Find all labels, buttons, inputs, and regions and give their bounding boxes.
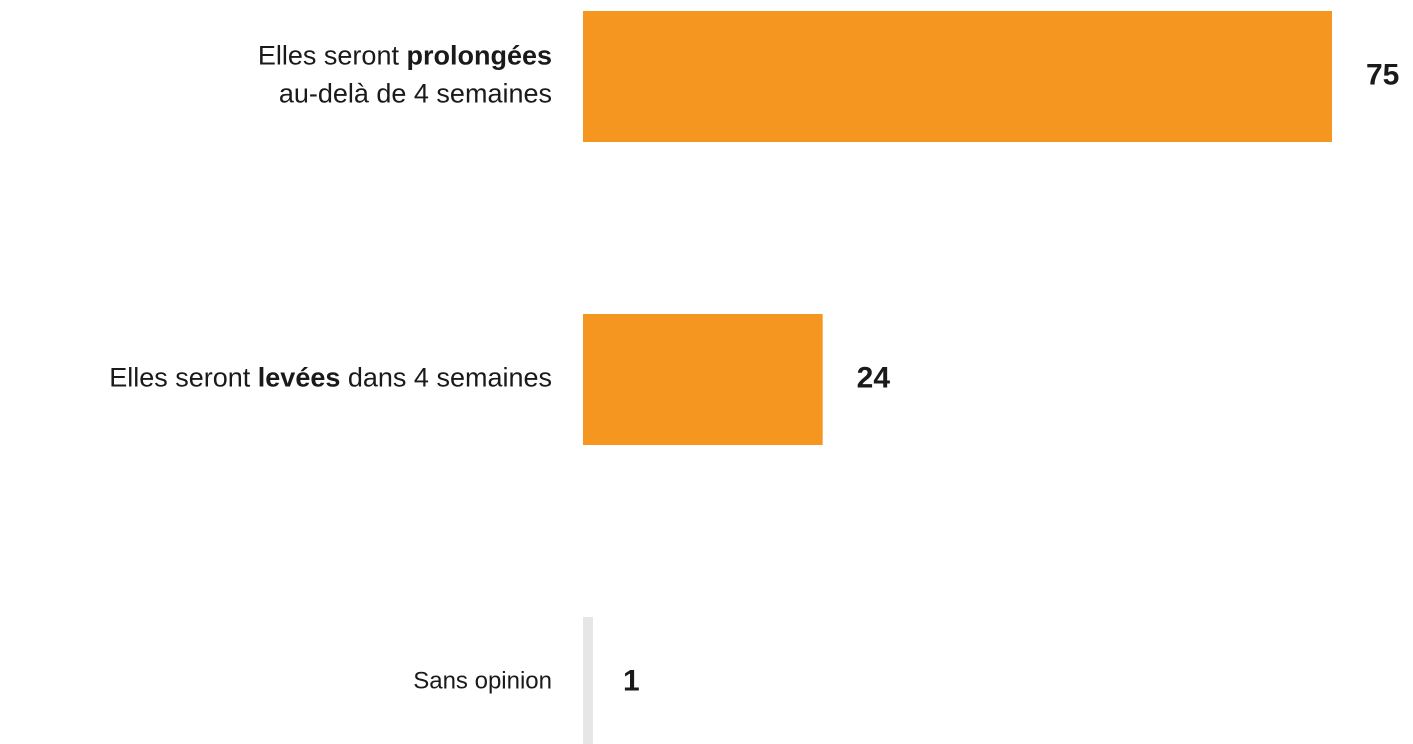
bar-3 xyxy=(583,617,593,744)
bar-1 xyxy=(583,11,1332,142)
value-label-3: 1 xyxy=(623,664,640,697)
category-label-3: Sans opinion xyxy=(413,668,552,695)
value-label-1: 75 xyxy=(1366,58,1399,91)
value-label-2: 24 xyxy=(857,361,891,394)
category-label-1: Elles seront prolongées au-delà de 4 sema… xyxy=(258,41,552,109)
category-label-2: Elles seront levées dans 4 semaines xyxy=(109,363,552,393)
bar-2 xyxy=(583,314,823,445)
